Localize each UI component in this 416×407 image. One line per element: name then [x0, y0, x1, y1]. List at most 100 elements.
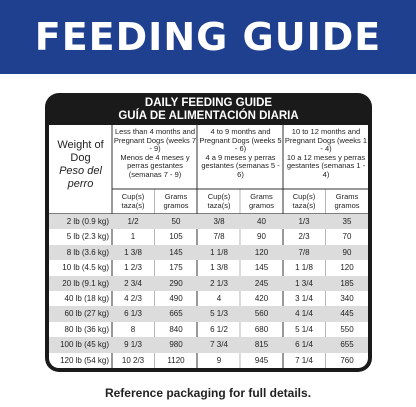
subheader-cups-en: Cup(s): [292, 192, 316, 201]
table-heading: DAILY FEEDING GUIDE GUÍA DE ALIMENTACIÓN…: [45, 93, 372, 125]
grams-cell: 105: [169, 232, 183, 242]
cups-cell: 1 1/8: [295, 263, 313, 273]
table-grid: Weight of Dog Peso del perro Less than 4…: [49, 125, 368, 368]
cups-cell: 1 2/3: [124, 263, 142, 273]
cups-cell: 1/2: [127, 217, 139, 226]
subheader-cups: Cup(s) taza(s): [112, 192, 154, 210]
weight-cell: 100 lb (45 kg): [60, 340, 109, 350]
subheader-grams: Grams gramos: [240, 192, 283, 210]
cups-cell: 7 3/4: [210, 340, 228, 350]
weight-header-en: Weight of Dog: [57, 139, 104, 164]
subheader-cups-en: Cup(s): [207, 192, 231, 201]
grams-cell: 445: [340, 309, 354, 319]
group-header-adult: 10 to 12 months and Pregnant Dogs (weeks…: [284, 127, 368, 180]
subheader-cups-es: taza(s): [292, 200, 316, 210]
cups-cell: 6 1/3: [124, 309, 142, 319]
cups-cell: 6 1/4: [295, 340, 313, 350]
cups-cell: 4 1/4: [295, 309, 313, 319]
grams-cell: 50: [171, 217, 181, 226]
table-row: 2 lb (0.9 kg) 1/2 50 3/8 40 1/3 35: [49, 214, 368, 230]
grams-cell: 665: [169, 309, 183, 319]
subheader-grams-en: Grams: [164, 192, 188, 201]
cups-cell: 1 1/8: [210, 247, 228, 257]
grams-cell: 815: [254, 340, 269, 350]
grams-cell: 840: [169, 324, 183, 334]
grams-cell: 290: [169, 278, 183, 288]
grams-cell: 560: [254, 309, 269, 319]
cups-cell: 7 1/4: [295, 355, 313, 365]
grams-cell: 1120: [167, 355, 185, 365]
grams-cell: 980: [169, 340, 183, 350]
group-header-puppy: Less than 4 months and Pregnant Dogs (we…: [113, 127, 197, 180]
group-header-young: 4 to 9 months and Pregnant Dogs (weeks 5…: [198, 127, 283, 180]
table-row: 60 lb (27 kg) 6 1/3 665 5 1/3 560 4 1/4 445: [49, 306, 368, 322]
grams-cell: 655: [340, 340, 354, 350]
grams-cell: 90: [342, 247, 352, 257]
grams-cell: 550: [340, 324, 354, 334]
grams-cell: 175: [169, 263, 183, 273]
table-row: 80 lb (36 kg) 8 840 6 1/2 680 5 1/4 550: [49, 322, 368, 337]
grams-cell: 340: [340, 294, 354, 303]
grams-cell: 680: [254, 324, 269, 334]
cups-cell: 5 1/3: [210, 309, 228, 319]
cups-cell: 2/3: [298, 232, 310, 242]
cups-cell: 7/8: [213, 232, 225, 242]
subheader-grams: Grams gramos: [326, 192, 368, 210]
cups-cell: 1 3/8: [210, 263, 228, 273]
cups-cell: 7/8: [298, 247, 310, 257]
grams-cell: 145: [169, 247, 183, 257]
grams-cell: 490: [169, 294, 183, 303]
table-row: 10 lb (4.5 kg) 1 2/3 175 1 3/8 145 1 1/8 120: [49, 260, 368, 275]
cups-cell: 8: [130, 324, 136, 334]
grams-cell: 90: [257, 232, 266, 242]
weight-cell: 5 lb (2.3 kg): [66, 232, 109, 242]
grams-cell: 145: [254, 263, 269, 273]
cups-cell: 4 2/3: [124, 294, 142, 303]
cups-cell: 1 3/4: [295, 278, 313, 288]
weight-column-header: Weight of Dog Peso del perro: [49, 139, 112, 191]
cups-cell: 2 3/4: [124, 278, 142, 288]
feeding-table: DAILY FEEDING GUIDE GUÍA DE ALIMENTACIÓN…: [45, 93, 372, 372]
table-row: 40 lb (18 kg) 4 2/3 490 4 420 3 1/4 340: [49, 291, 368, 306]
table-row: 8 lb (3.6 kg) 1 3/8 145 1 1/8 120 7/8 90: [49, 244, 368, 261]
group-header-en: Less than 4 months and Pregnant Dogs (we…: [113, 127, 197, 154]
table-row: 120 lb (54 kg) 10 2/3 1120 9 945 7 1/4 760: [49, 353, 368, 368]
weight-cell: 40 lb (18 kg): [64, 294, 109, 303]
subheader-cups-es: taza(s): [207, 200, 231, 210]
subheader-cups-en: Cup(s): [121, 192, 145, 201]
subheader-cups-es: taza(s): [121, 200, 145, 210]
cups-cell: 9 1/3: [124, 340, 142, 350]
subheader-cups: Cup(s) taza(s): [283, 192, 325, 210]
grams-cell: 760: [340, 355, 354, 365]
weight-cell: 120 lb (54 kg): [60, 355, 109, 365]
cups-cell: 4: [216, 294, 222, 303]
weight-cell: 80 lb (36 kg): [64, 324, 109, 334]
table-row: 100 lb (45 kg) 9 1/3 980 7 3/4 815 6 1/4 655: [49, 337, 368, 353]
grams-cell: 945: [254, 355, 269, 365]
table-heading-es: GUÍA DE ALIMENTACIÓN DIARIA: [118, 110, 299, 122]
weight-cell: 8 lb (3.6 kg): [66, 247, 109, 257]
subheader-cups: Cup(s) taza(s): [198, 192, 240, 210]
grams-cell: 120: [340, 263, 354, 273]
cups-cell: 3/8: [213, 217, 225, 226]
cups-cell: 1: [130, 232, 136, 242]
grams-cell: 420: [254, 294, 269, 303]
cups-cell: 10 2/3: [121, 355, 145, 365]
weight-cell: 2 lb (0.9 kg): [66, 217, 109, 226]
table-row: 20 lb (9.1 kg) 2 3/4 290 2 1/3 245 1 3/4 185: [49, 275, 368, 291]
cups-cell: 2 1/3: [210, 278, 228, 288]
group-header-es: 10 a 12 meses y perras gestantes (semana…: [286, 152, 366, 179]
subheader-grams-es: gramos: [334, 200, 360, 210]
subheader-grams-es: gramos: [248, 200, 274, 210]
group-header-en: 10 to 12 months and Pregnant Dogs (weeks…: [284, 127, 368, 154]
weight-header-es: Peso del perro: [59, 165, 102, 190]
weight-cell: 10 lb (4.5 kg): [62, 263, 109, 273]
grams-cell: 185: [340, 278, 354, 288]
weight-cell: 60 lb (27 kg): [64, 309, 109, 319]
weight-cell: 20 lb (9.1 kg): [62, 278, 109, 288]
cups-cell: 5 1/4: [295, 324, 313, 334]
group-header-en: 4 to 9 months and Pregnant Dogs (weeks 5…: [199, 127, 282, 154]
grams-cell: 120: [254, 247, 269, 257]
cups-cell: 9: [216, 355, 222, 365]
cups-cell: 1 3/8: [124, 247, 142, 257]
